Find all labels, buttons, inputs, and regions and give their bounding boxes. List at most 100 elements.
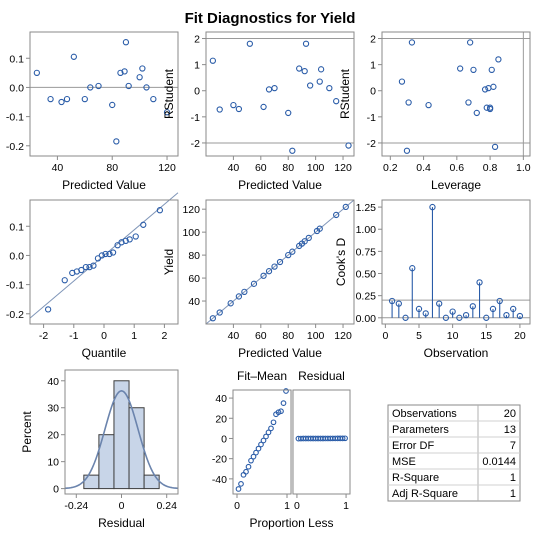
rstud_lev-point-7 [466,39,474,46]
figure-title: Fit Diagnostics for Yield [185,10,356,27]
rf-fit-point-17 [278,408,284,415]
resid_pred-point-18 [163,109,171,116]
hist-ytick-label-1: 10 [47,457,59,469]
obs_pred-point-9 [276,258,284,266]
rstud_lev-point-18 [495,56,502,63]
qq-ytick-label-0: -0.2 [6,309,24,321]
resid_pred-point-11 [121,68,128,75]
rstud_lev-ytick-label-0: -2 [367,138,376,150]
rf-fit-point-10 [260,437,267,444]
rstud_pred-xtick-label-3: 100 [307,162,325,174]
rstud_pred-ytick-label-3: 1 [194,60,200,72]
rf-fit-point-19 [283,388,289,394]
rstud_pred-point-1 [216,106,223,113]
qq-point-4 [78,266,85,274]
rstud_pred-ytick-label-4: 2 [194,34,200,46]
rf-fit-point-8 [255,445,262,452]
obs_pred-fit-line [205,199,355,325]
rstud_lev-point-16 [490,83,497,90]
resid_pred-point-13 [125,82,132,90]
rstud_pred-point-3 [235,105,243,113]
stats-label-4: R-Square [392,472,439,484]
rstud_pred-point-9 [289,147,296,154]
resid_pred-xtick-label-0: 40 [52,162,64,174]
resid_pred-point-10 [117,69,124,76]
cooks-ytick-label-3: 0.75 [356,246,377,258]
resid_pred-point-12 [122,39,130,46]
rf-ytick-label-4: 40 [215,393,227,405]
obs_pred-point-4 [241,288,248,296]
rstud_lev-point-10 [481,86,489,93]
rf-fit-point-18 [280,400,287,406]
panel-obs_pred: 40 60 80 100 120 40 60 80 100 120 Predicted Value Y… [162,199,355,360]
obs_pred-xtick-label-4: 120 [334,330,352,342]
stats-label-0: Observations [392,408,457,420]
cooks-point-11 [462,311,470,319]
stats-label-1: Parameters [392,424,449,436]
stats-label-3: MSE [392,456,416,468]
qq-xtick-label-3: 1 [131,330,137,342]
rstud_lev-xtick-label-2: 0.6 [450,162,465,174]
obs_pred-ylabel: Yield [162,249,176,275]
hist-xtick-label-2: 0.24 [156,500,177,512]
rf-resid-point-19 [342,435,348,442]
obs_pred-point-5 [250,280,258,287]
rf-fit-point-0 [235,486,242,492]
hist-ylabel: Percent [20,411,34,453]
panel-rstud_lev: 0.2 0.4 0.6 0.8 1.0 -2 -1 0 1 2 Leverage RStudent [338,31,531,192]
rstud_pred-point-5 [260,103,267,111]
rf-fit-point-11 [263,433,269,440]
resid_pred-point-16 [143,84,150,91]
rstud_pred-ytick-label-0: -2 [191,138,200,150]
obs_pred-point-14 [301,238,308,245]
cooks-point-7 [436,300,443,307]
cooks-point-13 [476,279,483,286]
cooks-ytick-label-2: 0.50 [356,269,377,281]
obs_pred-xtick-label-3: 100 [307,330,325,342]
obs_pred-xtick-label-2: 80 [282,330,294,342]
cooks-xtick-label-0: 0 [382,330,388,342]
stats-value-2: 7 [510,440,516,452]
cooks-ytick-label-5: 1.25 [356,202,377,214]
rstud_pred-ytick-label-1: -1 [191,112,200,124]
obs_pred-xtick-label-1: 60 [255,330,267,342]
rstud_lev-xlabel: Leverage [431,178,481,192]
cooks-point-9 [449,308,456,315]
obs_pred-point-18 [333,211,340,219]
rstud_lev-frame [381,31,531,157]
cooks-point-3 [409,265,416,272]
rstud_pred-point-17 [333,98,340,105]
rstud_lev-ytick-label-3: 1 [370,60,376,72]
stats-value-4: 1 [510,472,516,484]
rstud_pred-point-14 [316,78,323,85]
cooks-point-18 [510,305,517,313]
obs_pred-ytick-label-0: 40 [188,296,200,308]
rf-fit-point-4 [245,463,252,470]
rf-xlabel: Proportion Less [249,516,333,530]
resid_pred-point-14 [136,74,143,81]
hist-normal-curve [64,390,179,490]
stats-value-0: 20 [504,408,516,420]
resid_pred-xtick-label-1: 80 [106,162,118,174]
qq-point-19 [156,207,164,214]
qq-point-6 [86,263,93,271]
rstud_lev-point-4 [425,101,432,109]
resid_pred-point-0 [33,69,41,76]
obs_pred-point-17 [316,225,323,232]
rstud_lev-point-9 [473,109,480,117]
qq-point-11 [106,250,113,258]
rstud_lev-point-1 [403,147,411,154]
rf-ytick-label-0: -40 [212,474,227,486]
rstud_pred-frame [205,31,355,157]
stats-value-1: 13 [504,424,516,436]
rstud_pred-point-0 [209,57,217,64]
rstud_lev-ytick-label-4: 2 [370,34,376,46]
rstud_pred-point-7 [271,84,278,92]
qq-frame [29,199,179,325]
obs_pred-point-2 [227,300,234,307]
rstud_pred-point-11 [301,68,308,75]
obs_pred-ytick-label-3: 100 [182,227,200,239]
